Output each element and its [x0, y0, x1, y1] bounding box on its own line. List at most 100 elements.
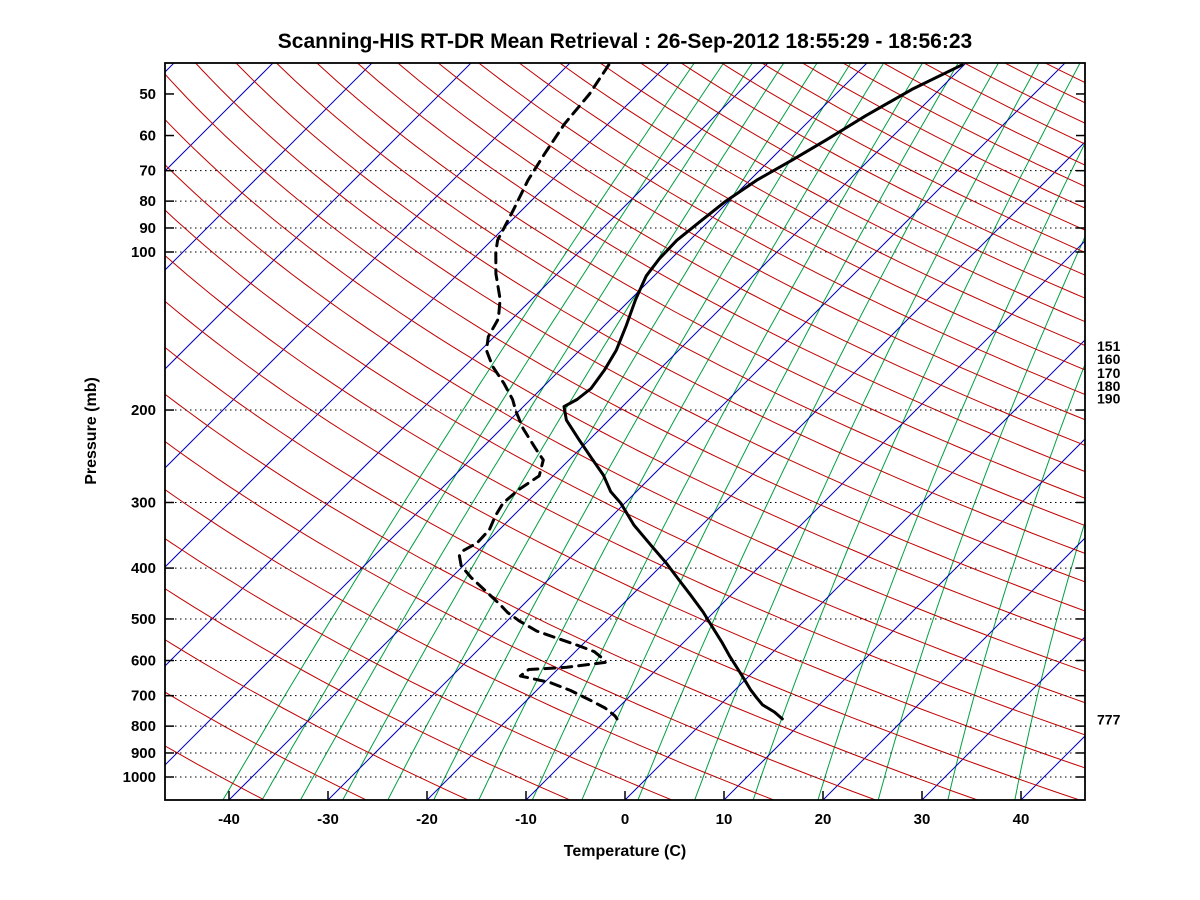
mixing-ratio-line [478, 63, 885, 800]
isotherm-line [228, 63, 967, 800]
mixing-ratio-line [817, 141, 1085, 800]
x-axis-label: Temperature (C) [563, 843, 687, 860]
isotherm-line [165, 63, 571, 469]
dry-adiabat-line [165, 346, 1082, 800]
dry-adiabat-line [165, 118, 1085, 642]
temperature-tick-label: 20 [815, 811, 832, 828]
pressure-tick-label: 500 [131, 611, 156, 628]
mixing-ratio-line [1087, 62, 1200, 801]
mixing-ratio-line [752, 63, 1081, 800]
isotherm-line [426, 141, 1085, 800]
mixing-ratio-line [261, 63, 725, 800]
dry-adiabat-line [963, 63, 1085, 124]
isotherm-line [525, 240, 1085, 800]
mixing-ratio-line [637, 63, 1000, 800]
right-axis-label: 160 [1097, 351, 1121, 367]
right-axis-label: 180 [1097, 378, 1121, 394]
dry-adiabat-line [165, 300, 1085, 769]
right-axis-label: 190 [1097, 390, 1121, 406]
dry-adiabat-line [165, 639, 470, 800]
mixing-ratio-line [947, 362, 1085, 800]
pressure-tick-label: 700 [131, 688, 156, 705]
temperature-tick-label: 10 [716, 811, 733, 828]
isotherm-line [624, 339, 1085, 800]
dry-adiabat-line [275, 63, 1085, 527]
pressure-tick-label: 400 [131, 560, 156, 577]
isotherm-line [921, 636, 1085, 800]
pressure-tick-label: 800 [131, 718, 156, 735]
dry-adiabat-line [882, 63, 1085, 166]
dry-adiabat-line [1044, 63, 1085, 84]
dry-adiabat-line [165, 164, 1085, 672]
right-axis-label: 151 [1097, 338, 1121, 354]
dry-adiabat-line [720, 63, 1085, 253]
dry-adiabat-line [599, 63, 1085, 323]
isotherm-line [165, 63, 769, 667]
isotherm-line [165, 63, 670, 568]
plot-border [164, 62, 1086, 801]
isotherm-line [327, 63, 1066, 800]
right-axis-label: 777 [1097, 711, 1121, 727]
dry-adiabat-line [558, 63, 1085, 347]
dry-adiabat-line [165, 393, 980, 800]
temperature-profile [562, 63, 964, 721]
dry-adiabat-line [437, 63, 1085, 421]
dry-adiabat-line [841, 63, 1085, 187]
mixing-ratio-line [1014, 520, 1085, 800]
isotherm-line [822, 537, 1085, 800]
dry-adiabat-line [639, 63, 1085, 299]
dry-adiabat-line [1084, 63, 1085, 64]
pressure-tick-label: 60 [139, 128, 156, 145]
chart-title: Scanning-HIS RT-DR Mean Retrieval : 26-S… [277, 30, 973, 53]
dry-adiabat-line [1003, 63, 1085, 104]
mixing-ratio-line [694, 63, 1040, 800]
temperature-tick-label: 40 [1013, 811, 1030, 828]
mixing-ratio-line [222, 63, 695, 800]
isotherm-line [165, 63, 373, 271]
pressure-tick-label: 600 [131, 653, 156, 670]
isotherm-line [165, 63, 472, 370]
dry-adiabat-line [477, 63, 1085, 396]
dry-adiabat-line [397, 63, 1085, 446]
pressure-tick-label: 1000 [123, 769, 156, 786]
dry-adiabat-line [680, 63, 1085, 276]
temperature-tick-label: -10 [515, 811, 537, 828]
temperature-tick-label: 30 [914, 811, 931, 828]
pressure-tick-label: 100 [131, 244, 156, 261]
pressure-tick-label: 200 [131, 402, 156, 419]
dewpoint-profile [457, 63, 619, 721]
dry-adiabat-line [165, 254, 1085, 736]
mixing-ratio-line [581, 63, 959, 800]
dry-adiabat-line [165, 489, 776, 800]
right-axis-label: 170 [1097, 365, 1121, 381]
temperature-tick-label: 0 [621, 811, 629, 828]
mixing-ratio-line [877, 235, 1085, 800]
dry-adiabat-line [165, 588, 572, 800]
temperature-tick-label: -20 [416, 811, 438, 828]
pressure-tick-label: 300 [131, 494, 156, 511]
mixing-ratio-line [433, 63, 852, 800]
dry-adiabat-line [194, 63, 1085, 583]
temperature-tick-label: -30 [317, 811, 339, 828]
dry-adiabat-line [165, 209, 1085, 704]
pressure-tick-label: 90 [139, 220, 156, 237]
dry-adiabat-line [316, 63, 1085, 499]
dry-adiabat-line [761, 63, 1085, 231]
isotherm-line [165, 63, 868, 766]
mixing-ratio-line [387, 63, 818, 800]
mixing-ratio-line [531, 63, 924, 800]
pressure-tick-label: 900 [131, 745, 156, 762]
pressure-tick-label: 50 [139, 86, 156, 103]
dry-adiabat-line [235, 63, 1085, 554]
dry-adiabat-line [356, 63, 1085, 473]
dry-adiabat-line [165, 73, 1085, 612]
pressure-tick-label: 80 [139, 193, 156, 210]
isotherm-line [723, 438, 1085, 800]
dry-adiabat-line [518, 63, 1085, 371]
mixing-ratio-line [299, 63, 753, 800]
dry-adiabat-line [165, 538, 674, 800]
pressure-tick-label: 70 [139, 163, 156, 180]
dry-adiabat-line [165, 440, 878, 800]
